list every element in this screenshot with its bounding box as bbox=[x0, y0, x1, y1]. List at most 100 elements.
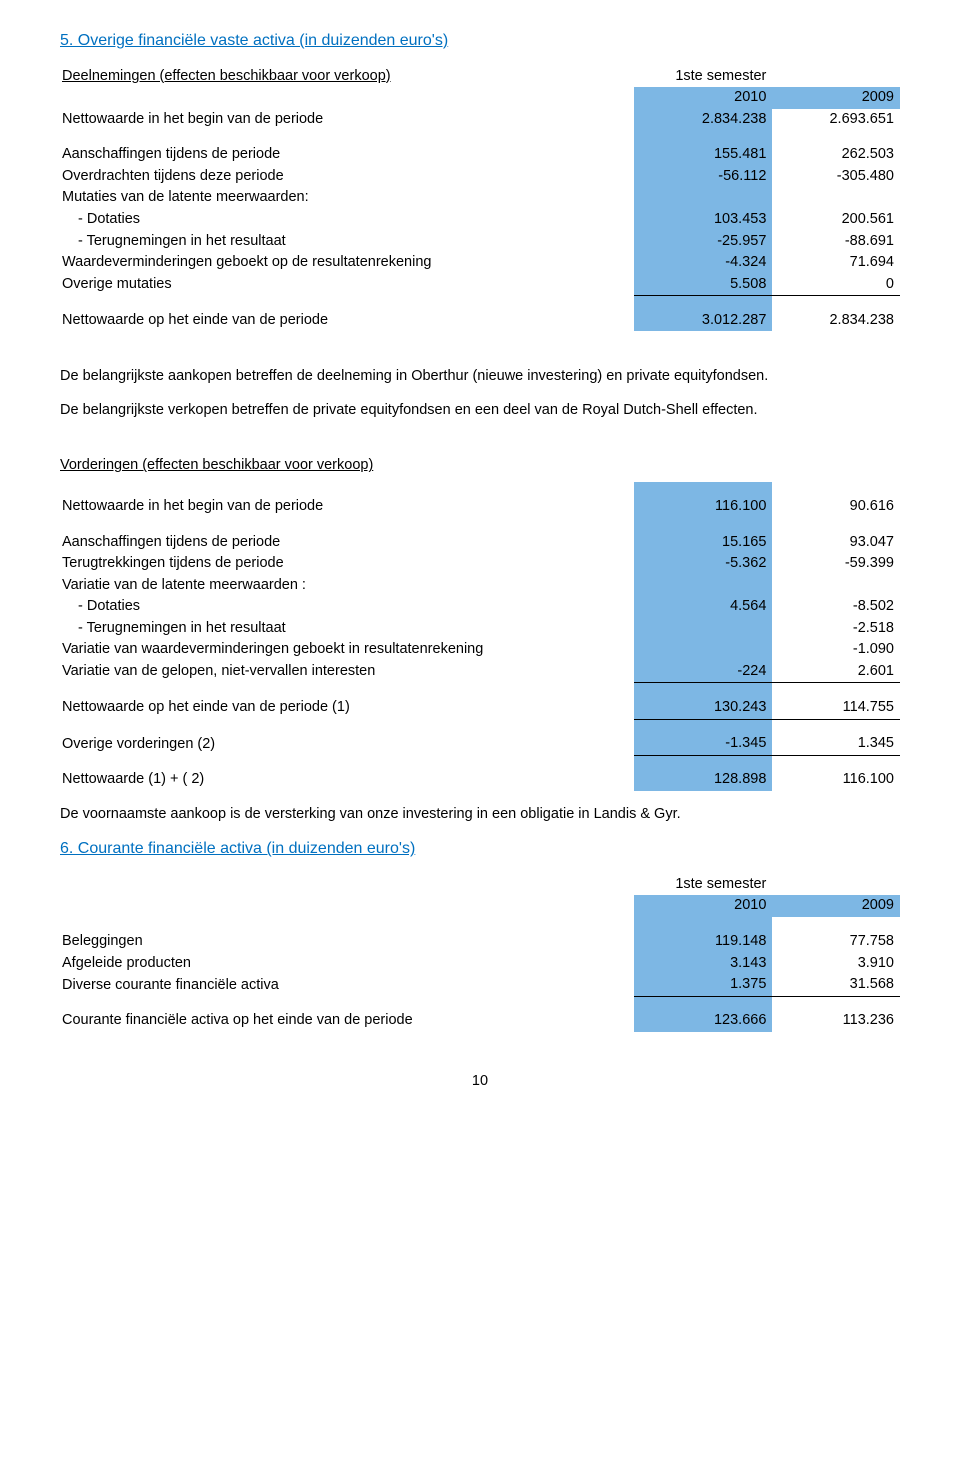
cell: 3.143 bbox=[634, 953, 772, 975]
cell: -305.480 bbox=[772, 166, 900, 188]
table-row: Beleggingen 119.148 77.758 bbox=[60, 931, 900, 953]
table-row: Mutaties van de latente meerwaarden: bbox=[60, 187, 900, 209]
sub1-title: Deelnemingen (effecten beschikbaar voor … bbox=[62, 68, 391, 84]
table-vorderingen: Nettowaarde in het begin van de periode … bbox=[60, 482, 900, 791]
cell: 2.601 bbox=[772, 661, 900, 683]
row-label: Terugtrekkingen tijdens de periode bbox=[60, 553, 634, 575]
cell: -5.362 bbox=[634, 553, 772, 575]
row-label: Nettowaarde op het einde van de periode … bbox=[60, 697, 634, 719]
table-row: Nettowaarde in het begin van de periode … bbox=[60, 496, 900, 518]
table-row: Nettowaarde in het begin van de periode … bbox=[60, 109, 900, 131]
cell: 31.568 bbox=[772, 974, 900, 996]
row-label: Nettowaarde in het begin van de periode bbox=[60, 496, 634, 518]
row-label: - Terugnemingen in het resultaat bbox=[60, 231, 634, 253]
table-row: Nettowaarde op het einde van de periode … bbox=[60, 697, 900, 719]
cell: -56.112 bbox=[634, 166, 772, 188]
cell: -59.399 bbox=[772, 553, 900, 575]
cell: 2.834.238 bbox=[772, 310, 900, 332]
cell: 71.694 bbox=[772, 252, 900, 274]
table-row: - Terugnemingen in het resultaat -2.518 bbox=[60, 618, 900, 640]
cell: 15.165 bbox=[634, 532, 772, 554]
year-col-a: 2010 bbox=[634, 895, 772, 917]
cell: 113.236 bbox=[772, 1010, 900, 1032]
row-label: - Dotaties bbox=[60, 209, 634, 231]
cell: 130.243 bbox=[634, 697, 772, 719]
table-row: - Dotaties 4.564 -8.502 bbox=[60, 596, 900, 618]
table-deelnemingen: Deelnemingen (effecten beschikbaar voor … bbox=[60, 66, 900, 332]
para-aankopen: De belangrijkste aankopen betreffen de d… bbox=[60, 367, 900, 387]
section6-title: 6. Courante financiële activa (in duizen… bbox=[60, 838, 900, 860]
cell: 90.616 bbox=[772, 496, 900, 518]
cell: 5.508 bbox=[634, 274, 772, 296]
table-row: Waardeverminderingen geboekt op de resul… bbox=[60, 252, 900, 274]
cell: 93.047 bbox=[772, 532, 900, 554]
cell: -2.518 bbox=[772, 618, 900, 640]
cell: 116.100 bbox=[634, 496, 772, 518]
row-label: Overige mutaties bbox=[60, 274, 634, 296]
table-row: Overdrachten tijdens deze periode -56.11… bbox=[60, 166, 900, 188]
table-row: Aanschaffingen tijdens de periode 15.165… bbox=[60, 532, 900, 554]
cell: 114.755 bbox=[772, 697, 900, 719]
cell: 123.666 bbox=[634, 1010, 772, 1032]
row-label: Aanschaffingen tijdens de periode bbox=[60, 144, 634, 166]
cell: 128.898 bbox=[634, 769, 772, 791]
table-row: - Terugnemingen in het resultaat -25.957… bbox=[60, 231, 900, 253]
cell bbox=[634, 618, 772, 640]
cell: -25.957 bbox=[634, 231, 772, 253]
cell: 116.100 bbox=[772, 769, 900, 791]
row-label: Variatie van de gelopen, niet-vervallen … bbox=[60, 661, 634, 683]
row-label: Mutaties van de latente meerwaarden: bbox=[60, 187, 634, 209]
table-row: Overige mutaties 5.508 0 bbox=[60, 274, 900, 296]
cell: 2.834.238 bbox=[634, 109, 772, 131]
cell: -1.345 bbox=[634, 733, 772, 755]
table-row: Variatie van de gelopen, niet-vervallen … bbox=[60, 661, 900, 683]
cell: 262.503 bbox=[772, 144, 900, 166]
row-label: Overige vorderingen (2) bbox=[60, 733, 634, 755]
cell: 103.453 bbox=[634, 209, 772, 231]
row-label: Nettowaarde in het begin van de periode bbox=[60, 109, 634, 131]
row-label: Courante financiële activa op het einde … bbox=[60, 1010, 634, 1032]
cell: -1.090 bbox=[772, 639, 900, 661]
table-section6: 1ste semester 2010 2009 Beleggingen 119.… bbox=[60, 874, 900, 1032]
semester-label: 1ste semester bbox=[634, 66, 772, 88]
cell: 155.481 bbox=[634, 144, 772, 166]
row-label: Aanschaffingen tijdens de periode bbox=[60, 532, 634, 554]
para-landis: De voornaamste aankoop is de versterking… bbox=[60, 805, 900, 825]
row-label: - Terugnemingen in het resultaat bbox=[60, 618, 634, 640]
table-row: Variatie van waardeverminderingen geboek… bbox=[60, 639, 900, 661]
cell: 3.012.287 bbox=[634, 310, 772, 332]
cell: 200.561 bbox=[772, 209, 900, 231]
table-row: Terugtrekkingen tijdens de periode -5.36… bbox=[60, 553, 900, 575]
year-col-b: 2009 bbox=[772, 87, 900, 109]
row-label: Afgeleide producten bbox=[60, 953, 634, 975]
table-row: Nettowaarde op het einde van de periode … bbox=[60, 310, 900, 332]
cell: -88.691 bbox=[772, 231, 900, 253]
page-number: 10 bbox=[60, 1072, 900, 1092]
semester-label: 1ste semester bbox=[634, 874, 772, 896]
cell: 77.758 bbox=[772, 931, 900, 953]
cell: -4.324 bbox=[634, 252, 772, 274]
table-row: Aanschaffingen tijdens de periode 155.48… bbox=[60, 144, 900, 166]
year-col-b: 2009 bbox=[772, 895, 900, 917]
cell: 2.693.651 bbox=[772, 109, 900, 131]
row-label: - Dotaties bbox=[60, 596, 634, 618]
row-label: Beleggingen bbox=[60, 931, 634, 953]
row-label: Variatie van waardeverminderingen geboek… bbox=[60, 639, 634, 661]
section5-title: 5. Overige financiële vaste activa (in d… bbox=[60, 30, 900, 52]
table-row: Variatie van de latente meerwaarden : bbox=[60, 575, 900, 597]
table-row: Courante financiële activa op het einde … bbox=[60, 1010, 900, 1032]
cell bbox=[634, 639, 772, 661]
cell: 1.375 bbox=[634, 974, 772, 996]
cell: -8.502 bbox=[772, 596, 900, 618]
table-row: Afgeleide producten 3.143 3.910 bbox=[60, 953, 900, 975]
cell: 1.345 bbox=[772, 733, 900, 755]
row-label: Variatie van de latente meerwaarden : bbox=[60, 575, 634, 597]
row-label: Overdrachten tijdens deze periode bbox=[60, 166, 634, 188]
para-verkopen: De belangrijkste verkopen betreffen de p… bbox=[60, 401, 900, 421]
row-label: Waardeverminderingen geboekt op de resul… bbox=[60, 252, 634, 274]
table-row: Nettowaarde (1) + ( 2) 128.898 116.100 bbox=[60, 769, 900, 791]
cell: -224 bbox=[634, 661, 772, 683]
row-label: Nettowaarde (1) + ( 2) bbox=[60, 769, 634, 791]
row-label: Nettowaarde op het einde van de periode bbox=[60, 310, 634, 332]
table-row: - Dotaties 103.453 200.561 bbox=[60, 209, 900, 231]
